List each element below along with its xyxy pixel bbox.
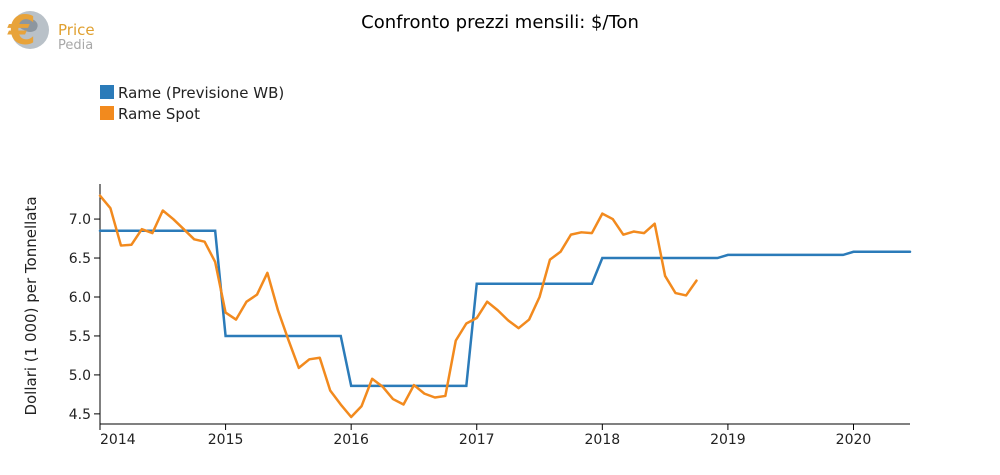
x-tick-label: 2015 xyxy=(208,432,244,448)
y-axis-ticks: 4.5 5.0 5.5 6.0 6.5 7.0 xyxy=(69,212,100,423)
y-tick-label: 7.0 xyxy=(69,212,91,228)
legend-item-forecast[interactable]: Rame (Previsione WB) xyxy=(100,84,284,102)
legend-label-spot: Rame Spot xyxy=(118,105,200,123)
x-tick-label: 2017 xyxy=(459,432,495,448)
chart-legend: Rame (Previsione WB) Rame Spot xyxy=(100,84,284,123)
series-line-spot[interactable] xyxy=(98,194,698,419)
x-tick-label: 2016 xyxy=(333,432,369,448)
pricepedia-logo[interactable]: € Price Pedia xyxy=(7,8,95,54)
x-tick-label: 2019 xyxy=(710,432,746,448)
legend-swatch-forecast xyxy=(100,85,114,99)
logo-continent-shape xyxy=(18,18,38,32)
logo-euro-icon: € xyxy=(7,8,36,54)
x-tick-label: 2018 xyxy=(585,432,621,448)
y-tick-label: 5.0 xyxy=(69,368,91,384)
logo-word-price: Price xyxy=(58,21,95,39)
y-tick-label: 6.0 xyxy=(69,290,91,306)
logo-word-pedia: Pedia xyxy=(58,38,93,53)
legend-item-spot[interactable]: Rame Spot xyxy=(100,105,200,123)
chart-title: Confronto prezzi mensili: $/Ton xyxy=(361,12,639,33)
legend-swatch-spot xyxy=(100,106,114,120)
series-layer xyxy=(98,194,912,419)
x-tick-label: 2014 xyxy=(100,432,136,448)
y-tick-label: 6.5 xyxy=(69,251,91,267)
series-line-forecast[interactable] xyxy=(98,229,912,388)
y-axis-title: Dollari (1 000) per Tonnellata xyxy=(22,196,40,415)
legend-label-forecast: Rame (Previsione WB) xyxy=(118,84,284,102)
x-tick-label: 2020 xyxy=(836,432,872,448)
x-axis-ticks: 2014 2015 2016 2017 2018 2019 2020 xyxy=(99,424,872,448)
y-tick-label: 5.5 xyxy=(69,329,91,345)
y-tick-label: 4.5 xyxy=(69,407,91,423)
